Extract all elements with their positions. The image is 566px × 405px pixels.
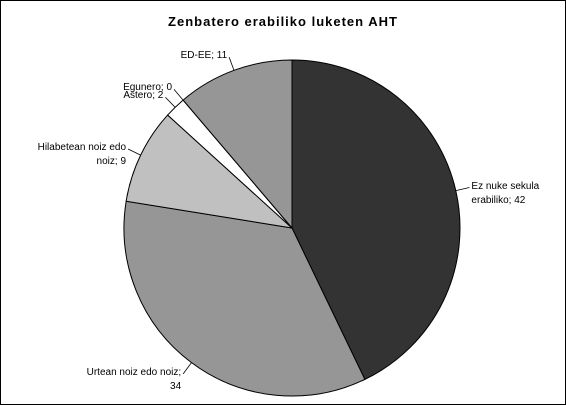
leader-line: [455, 187, 470, 192]
pie-slice: [182, 59, 293, 230]
pie-slice: [125, 114, 294, 229]
data-label: Astero; 2: [123, 90, 164, 102]
leader-line: [173, 89, 184, 101]
data-label: Hilabetean noiz edo noiz; 9: [37, 142, 127, 168]
data-label: Urtean noiz edo noiz; 34: [86, 366, 182, 392]
data-label: Egunero; 0: [123, 82, 173, 94]
leader-line: [165, 96, 176, 108]
data-label: ED-EE; 11: [180, 50, 228, 62]
leader-line: [127, 148, 141, 156]
chart-title: Zenbatero erabiliko luketen AHT: [168, 14, 398, 29]
leader-line: [228, 57, 235, 71]
leader-line: [182, 362, 192, 375]
data-label: Ez nuke sekula erabiliko; 42: [471, 180, 540, 206]
